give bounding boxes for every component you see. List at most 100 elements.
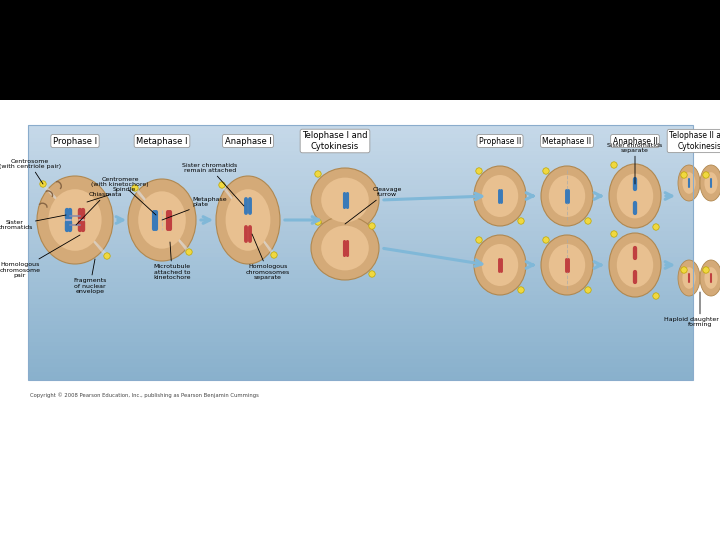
Bar [28,222,693,227]
Circle shape [132,185,138,191]
Bar [28,261,693,265]
Ellipse shape [617,242,653,287]
Bar [28,142,693,146]
Text: Prophase II: Prophase II [479,137,521,145]
Bar [28,291,693,295]
Bar [28,197,693,201]
Bar [28,274,693,278]
Ellipse shape [678,260,700,296]
Text: Metaphase II: Metaphase II [542,137,592,145]
Text: Telophase II and
Cytokinesis: Telophase II and Cytokinesis [669,131,720,151]
Bar [28,248,693,253]
Bar [28,299,693,303]
Ellipse shape [704,267,718,289]
Ellipse shape [609,233,661,297]
Bar [28,367,693,372]
Bar [28,346,693,350]
Text: Prophase I: Prophase I [53,137,97,145]
Circle shape [476,168,482,174]
Bar [28,155,693,159]
Bar [28,350,693,354]
Bar [28,201,693,206]
Bar [28,325,693,329]
Bar [28,354,693,359]
Circle shape [653,224,660,230]
Bar [28,342,693,346]
Bar [28,206,693,210]
Text: Metaphase I: Metaphase I [136,137,188,145]
Bar [28,333,693,338]
Bar [28,138,693,142]
Bar [28,282,693,287]
Ellipse shape [482,244,518,286]
Text: Haploid daughter cells
forming: Haploid daughter cells forming [665,292,720,327]
Circle shape [369,271,375,277]
Circle shape [653,293,660,299]
Bar [28,265,693,269]
Bar [28,329,693,333]
Ellipse shape [609,164,661,228]
Bar [28,159,693,163]
Circle shape [585,287,591,293]
Bar [28,363,693,367]
Bar [28,193,693,197]
Bar [28,321,693,325]
Ellipse shape [704,172,718,194]
Ellipse shape [617,173,653,218]
Bar [28,256,693,261]
Bar [28,287,693,291]
Ellipse shape [700,165,720,201]
Bar [28,231,693,235]
Bar [28,278,693,282]
Ellipse shape [216,176,280,264]
Circle shape [40,181,46,187]
Bar [28,372,693,376]
Circle shape [703,172,709,178]
Bar [28,253,693,256]
Bar [28,129,693,133]
Text: Anaphase I: Anaphase I [225,137,271,145]
Bar [28,176,693,180]
Bar [28,316,693,321]
Ellipse shape [474,166,526,226]
Bar [28,227,693,231]
Bar [28,172,693,176]
Bar [28,219,693,222]
Bar [28,125,693,380]
Bar [28,312,693,316]
Bar [28,210,693,214]
Ellipse shape [549,244,585,286]
Ellipse shape [482,175,518,217]
Circle shape [219,182,225,188]
Text: Microtubule
attached to
kinetochore: Microtubule attached to kinetochore [153,242,191,280]
Ellipse shape [683,172,696,194]
Circle shape [476,237,482,243]
Bar [28,240,693,244]
Circle shape [543,168,549,174]
Circle shape [681,267,687,273]
Bar [28,308,693,312]
Text: Homologous
chromosome
pair: Homologous chromosome pair [0,235,80,278]
Circle shape [104,253,110,259]
Bar [28,244,693,248]
Bar [28,214,693,219]
Circle shape [611,162,617,168]
Circle shape [518,218,524,224]
Ellipse shape [474,235,526,295]
Ellipse shape [321,226,369,271]
Text: Anaphase II: Anaphase II [613,137,657,145]
Text: Sister chromatids
separate: Sister chromatids separate [608,143,662,184]
Text: Copyright © 2008 Pearson Education, Inc., publishing as Pearson Benjamin Cumming: Copyright © 2008 Pearson Education, Inc.… [30,392,259,397]
Circle shape [543,237,549,243]
Bar [28,125,693,129]
Ellipse shape [678,165,700,201]
Text: Sister chromatids
remain attached: Sister chromatids remain attached [182,163,244,206]
Ellipse shape [311,168,379,232]
Ellipse shape [225,189,271,251]
Ellipse shape [138,191,186,249]
Bar [28,303,693,308]
Ellipse shape [311,216,379,280]
Circle shape [703,267,709,273]
Bar [28,133,693,138]
Circle shape [369,223,375,229]
